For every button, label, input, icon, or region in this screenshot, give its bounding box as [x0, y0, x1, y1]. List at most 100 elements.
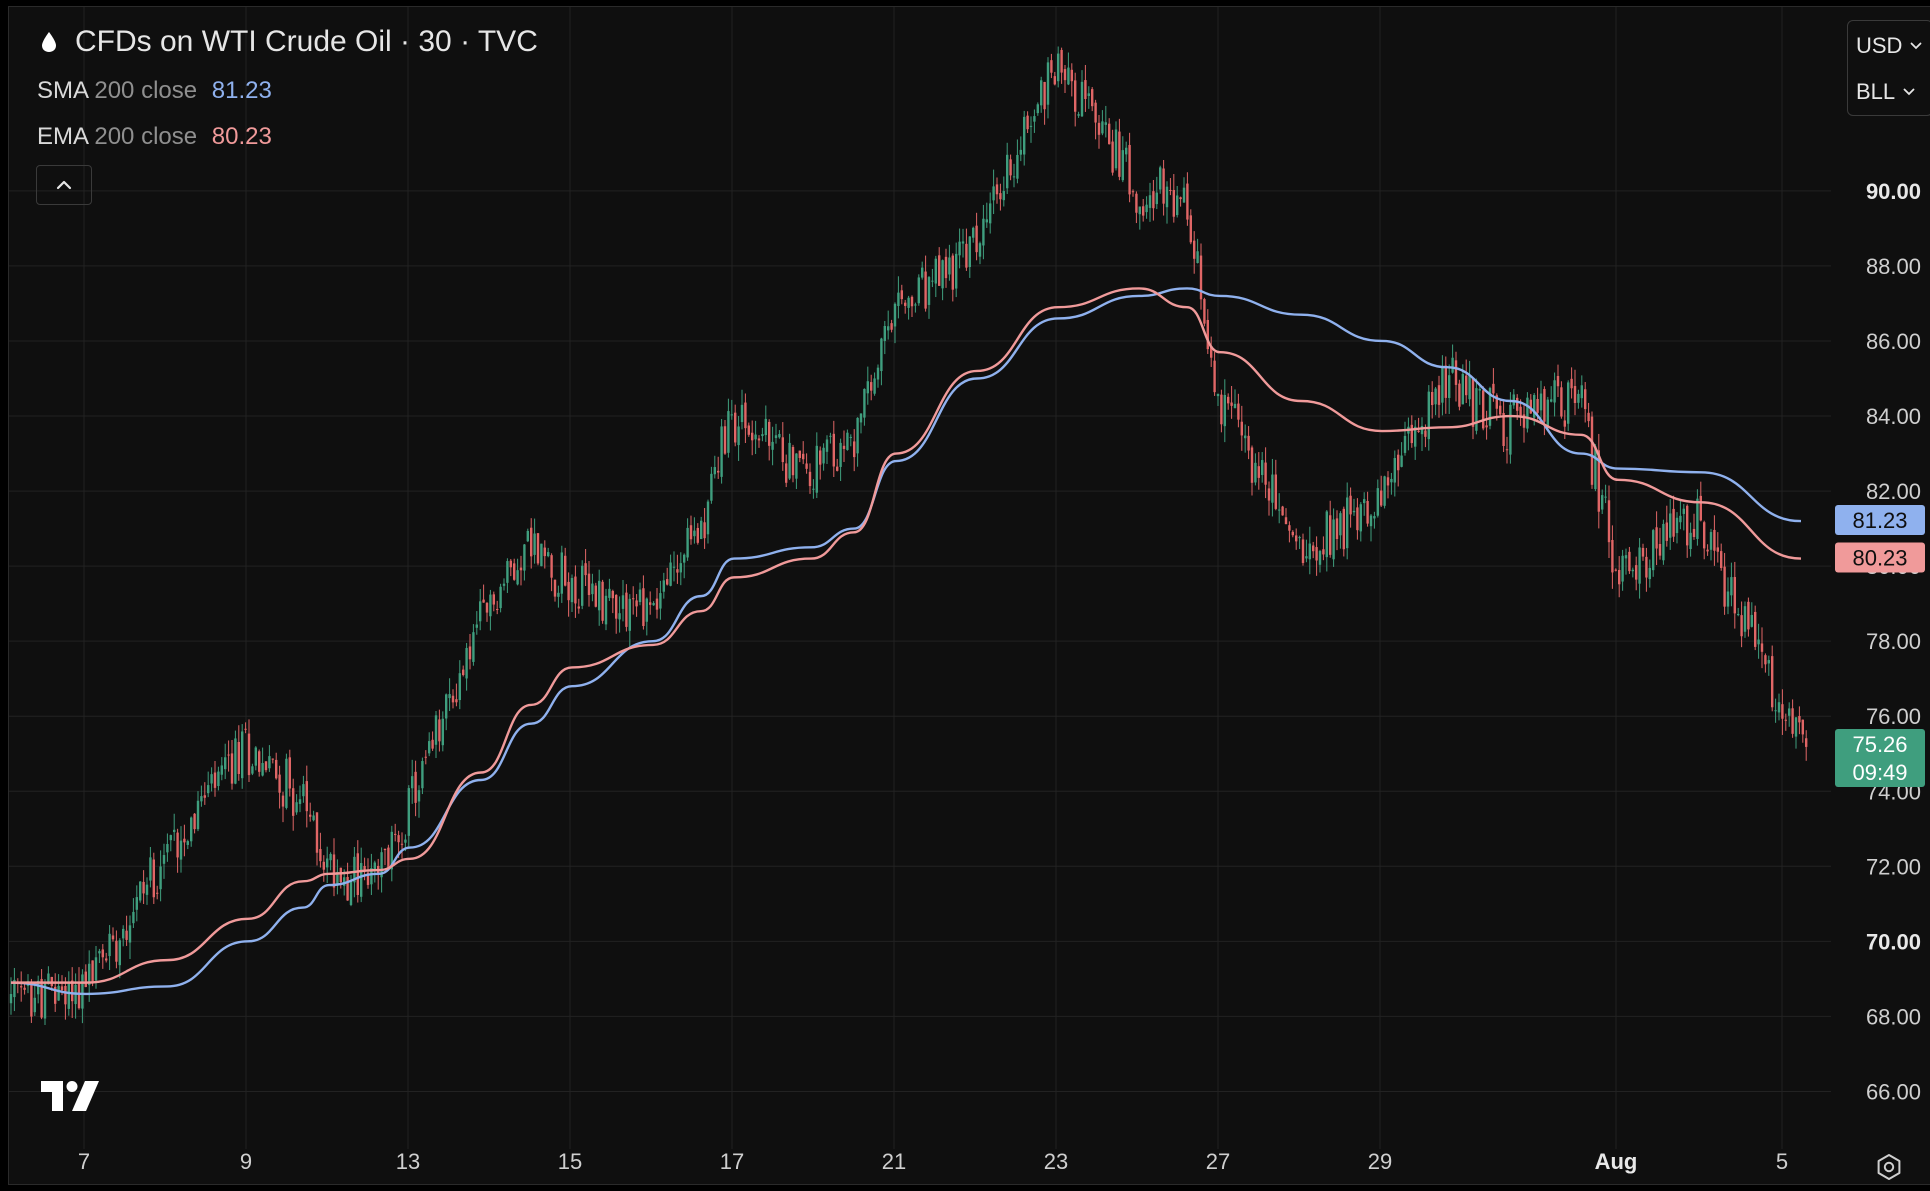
candle-body — [1740, 615, 1742, 636]
candle-body — [941, 260, 943, 288]
candle-body — [1220, 395, 1222, 425]
collapse-legend-button[interactable] — [36, 165, 92, 205]
last-price-badge: 75.2609:49 — [1835, 729, 1925, 787]
candle-body — [1013, 176, 1015, 177]
candle-body — [1557, 376, 1559, 386]
candle-body — [180, 841, 182, 860]
candle-body — [244, 729, 246, 730]
candle-body — [61, 986, 63, 990]
last-price-badge-value: 75.26 — [1852, 732, 1907, 757]
candle-body — [1346, 497, 1348, 548]
price-chart[interactable]: 66.0068.0070.0072.0074.0076.0078.0080.00… — [9, 7, 1930, 1184]
candle-body — [1553, 380, 1555, 402]
candle-body — [1254, 463, 1256, 483]
candle-body — [799, 451, 801, 458]
candle-body — [1084, 80, 1086, 99]
candle-body — [275, 760, 277, 778]
candle-body — [1635, 565, 1637, 580]
candle-body — [404, 840, 406, 843]
candle-body — [448, 694, 450, 698]
candle-body — [618, 613, 620, 619]
candle-body — [1584, 389, 1586, 409]
candle-body — [102, 949, 104, 957]
candle-body — [1482, 390, 1484, 428]
candle-body — [860, 413, 862, 422]
candle-body — [156, 893, 158, 894]
scale-selectors: USD BLL — [1847, 20, 1930, 116]
candle-body — [1778, 702, 1780, 712]
candle-body — [1145, 205, 1147, 212]
candle-body — [493, 594, 495, 604]
candle-body — [1370, 516, 1372, 527]
ema-line[interactable] — [11, 288, 1801, 982]
candle-body — [581, 566, 583, 606]
candle-body — [1591, 417, 1593, 485]
tradingview-logo-icon[interactable] — [41, 1081, 99, 1111]
candle-body — [816, 446, 818, 493]
sma-price-badge: 81.23 — [1835, 505, 1925, 535]
candle-body — [945, 257, 947, 278]
candle-body — [1094, 103, 1096, 123]
candle-body — [187, 841, 189, 845]
symbol-title: CFDs on WTI Crude Oil · 30 · TVC — [75, 25, 538, 59]
candle-body — [1608, 500, 1610, 542]
candle-body — [979, 243, 981, 256]
candle-body — [1625, 555, 1627, 558]
candle-body — [931, 281, 933, 282]
candle-body — [340, 868, 342, 882]
candle-body — [469, 646, 471, 659]
gear-icon[interactable] — [1875, 1153, 1903, 1181]
candle-body — [227, 755, 229, 756]
candle-body — [1669, 513, 1671, 537]
candle-body — [554, 580, 556, 597]
candle-body — [1179, 197, 1181, 199]
candle-body — [982, 219, 984, 246]
candle-body — [1353, 511, 1355, 512]
x-tick-label: 13 — [396, 1149, 420, 1174]
candle-body — [516, 570, 518, 584]
candle-body — [1037, 104, 1039, 113]
candle-body — [346, 877, 348, 901]
y-tick-label: 84.00 — [1866, 404, 1921, 429]
candle-body — [812, 489, 814, 490]
candle-body — [1458, 384, 1460, 407]
candle-body — [159, 866, 161, 889]
candle-body — [1159, 167, 1161, 189]
currency-select[interactable]: USD — [1856, 33, 1922, 59]
chevron-down-icon — [1910, 42, 1922, 50]
ema-legend[interactable]: EMA 200 close 80.23 — [37, 123, 272, 151]
x-tick-label: 15 — [558, 1149, 582, 1174]
candle-body — [1115, 130, 1117, 169]
candle-body — [224, 757, 226, 769]
candle-body — [1360, 504, 1362, 531]
candle-body — [510, 561, 512, 568]
candle-body — [1156, 193, 1158, 204]
candle-body — [207, 785, 209, 793]
candle-body — [615, 595, 617, 619]
candle-body — [1251, 447, 1253, 482]
candle-body — [1390, 479, 1392, 482]
candle-body — [408, 788, 410, 836]
candle-body — [873, 378, 875, 393]
symbol-legend[interactable]: CFDs on WTI Crude Oil · 30 · TVC — [37, 25, 538, 59]
candle-body — [1237, 404, 1239, 420]
candle-body — [438, 719, 440, 741]
sma-legend[interactable]: SMA 200 close 81.23 — [37, 77, 272, 105]
candle-body — [1234, 404, 1236, 408]
candle-body — [1693, 529, 1695, 537]
candle-body — [938, 255, 940, 286]
candle-body — [792, 447, 794, 475]
candle-body — [642, 588, 644, 626]
unit-select[interactable]: BLL — [1856, 79, 1915, 105]
candle-body — [1081, 82, 1083, 116]
candle-body — [1455, 360, 1457, 385]
candle-body — [1009, 159, 1011, 175]
candle-body — [1366, 501, 1368, 524]
candle-body — [843, 446, 845, 449]
candle-body — [312, 815, 314, 820]
x-tick-label: 29 — [1368, 1149, 1392, 1174]
candle-body — [574, 577, 576, 604]
candle-body — [163, 855, 165, 864]
candle-body — [153, 860, 155, 898]
candle-body — [924, 272, 926, 309]
